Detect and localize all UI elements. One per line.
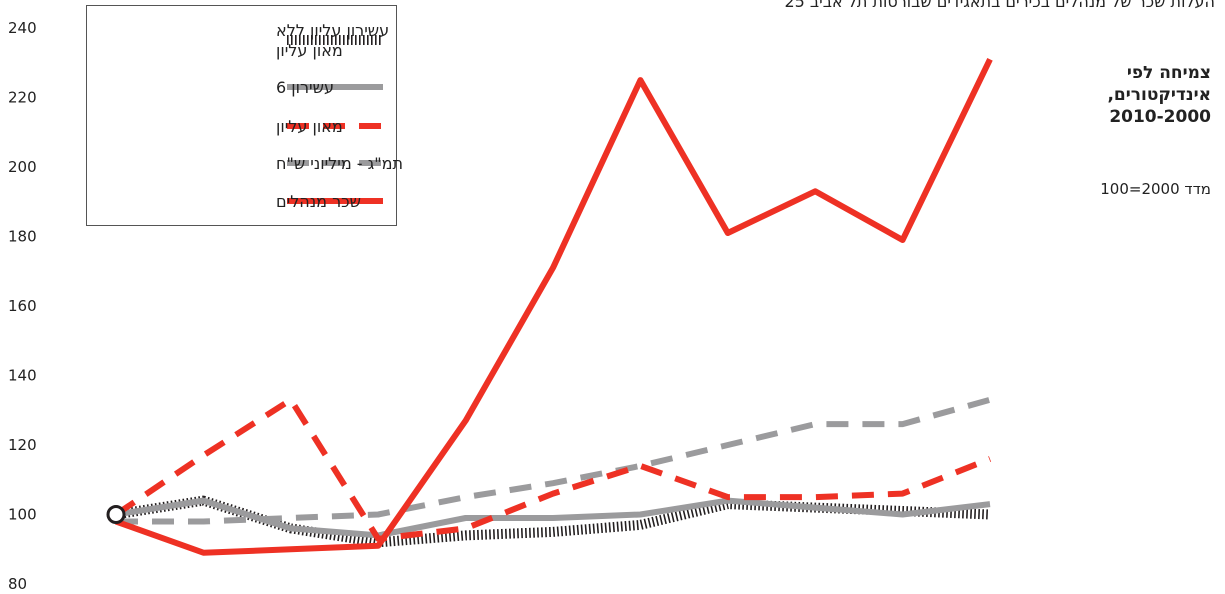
- y-tick-label: 80: [8, 575, 27, 593]
- legend-label-4: שכר מנהלים: [276, 192, 361, 211]
- y-axis: 80 100 120 140 160 180 200 220 240: [8, 19, 37, 593]
- legend: עשירון עליון ללא מאון עליון עשירון 6 מאון ע…: [86, 5, 403, 226]
- legend-label-0: עשירון עליון ללא מאון עליון: [276, 21, 389, 60]
- side-subtitle: מדד 2000=100: [1100, 180, 1211, 198]
- series-line-4: [114, 57, 993, 556]
- series-line-0: [115, 495, 991, 548]
- legend-label-3: תמ"ג - מיליוני ש"ח: [276, 154, 403, 173]
- series-lines: [114, 57, 993, 556]
- start-marker: [106, 505, 126, 524]
- series-line-3: [116, 396, 991, 525]
- y-tick-label: 120: [8, 436, 37, 454]
- side-title: צמיחה לפי אינדיקטורים, 2010-2000: [1107, 63, 1211, 127]
- chart-caption: העלות שכר של מנהלים בכירים בתאגידים שבור…: [784, 0, 1215, 11]
- y-tick-label: 100: [8, 506, 37, 524]
- series-line-2: [114, 396, 992, 542]
- y-tick-label: 160: [8, 297, 37, 315]
- series-line-1: [115, 497, 991, 539]
- legend-label-2: מאון עליון: [276, 117, 343, 136]
- y-tick-label: 180: [8, 228, 37, 246]
- base-point-marker: [106, 505, 126, 524]
- legend-box: [86, 5, 397, 226]
- y-tick-label: 220: [8, 89, 37, 107]
- y-tick-label: 240: [8, 19, 37, 37]
- y-tick-label: 200: [8, 158, 37, 176]
- legend-label-1: עשירון 6: [276, 78, 334, 97]
- y-tick-label: 140: [8, 367, 37, 385]
